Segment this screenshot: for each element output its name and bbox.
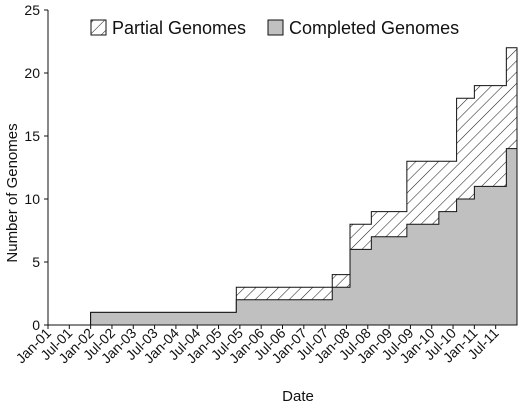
- legend: Partial Genomes Completed Genomes: [90, 18, 459, 38]
- legend-label-partial: Partial Genomes: [112, 18, 246, 38]
- y-tick-label: 20: [24, 65, 40, 81]
- legend-swatch-completed: [267, 19, 284, 36]
- legend-swatch-partial: [90, 19, 107, 36]
- y-tick-label: 10: [24, 191, 40, 207]
- x-axis-title: Date: [282, 388, 314, 405]
- legend-label-completed: Completed Genomes: [289, 18, 459, 38]
- y-tick-label: 5: [32, 254, 40, 270]
- x-ticks: Jan-01Jul-01Jan-02Jul-02Jan-03Jul-03Jan-…: [13, 325, 502, 367]
- y-tick-label: 0: [32, 317, 40, 333]
- completed-genomes-area: [48, 148, 518, 326]
- y-axis-title: Number of Genomes: [4, 123, 21, 262]
- plot-area: [48, 47, 518, 326]
- y-tick-label: 25: [24, 2, 40, 18]
- y-tick-label: 15: [24, 128, 40, 144]
- y-ticks: 0 5 10 15 20 25: [24, 2, 48, 333]
